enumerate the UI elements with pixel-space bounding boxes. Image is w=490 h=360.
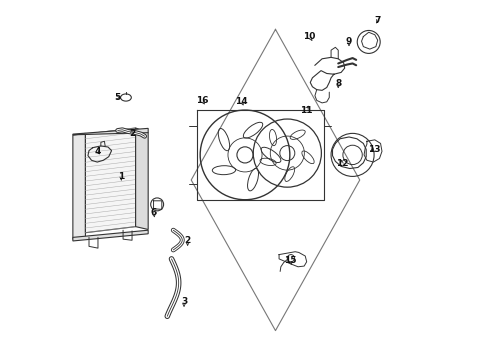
Text: 8: 8: [335, 79, 342, 88]
Polygon shape: [136, 128, 148, 229]
Text: 4: 4: [94, 147, 100, 156]
Polygon shape: [73, 129, 148, 135]
Text: 13: 13: [368, 145, 380, 154]
Text: 2: 2: [129, 129, 135, 138]
Text: 16: 16: [196, 96, 208, 105]
Polygon shape: [73, 230, 148, 241]
Text: 3: 3: [181, 297, 187, 306]
Text: 15: 15: [284, 256, 297, 265]
Text: 2: 2: [185, 237, 191, 246]
Text: 1: 1: [118, 172, 124, 181]
Polygon shape: [85, 128, 136, 233]
Text: 7: 7: [374, 16, 381, 25]
Text: 9: 9: [346, 37, 352, 46]
Text: 6: 6: [150, 208, 157, 217]
Text: 10: 10: [303, 32, 316, 41]
Text: 11: 11: [300, 105, 312, 114]
Polygon shape: [73, 134, 85, 239]
Text: 12: 12: [336, 159, 348, 168]
Text: 5: 5: [115, 93, 121, 102]
Text: 14: 14: [235, 96, 248, 105]
